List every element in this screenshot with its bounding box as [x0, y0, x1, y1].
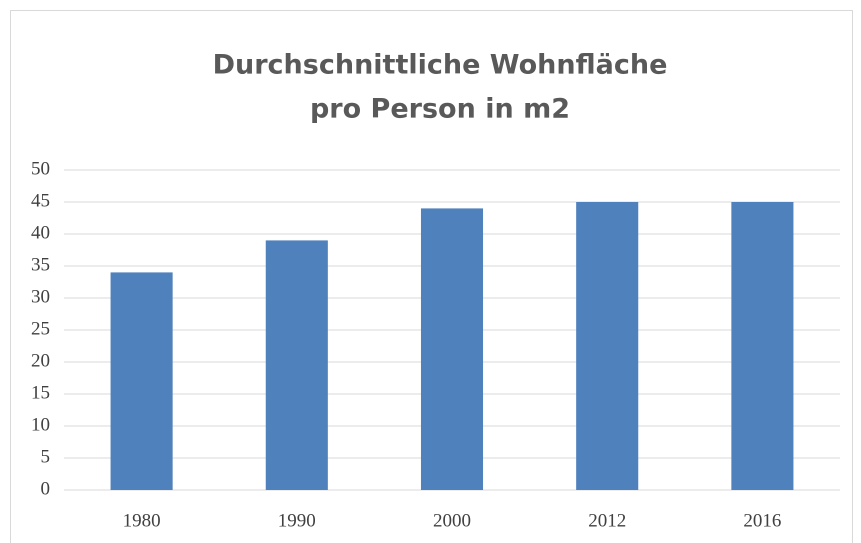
y-tick-label: 25: [31, 318, 50, 339]
x-tick-label: 2012: [588, 510, 626, 531]
bar: [265, 240, 328, 490]
y-tick-label: 20: [31, 350, 50, 371]
y-tick-label: 10: [31, 414, 50, 435]
bar: [110, 272, 173, 490]
x-tick-label: 2016: [743, 510, 781, 531]
x-tick-label: 2000: [433, 510, 471, 531]
x-tick-label: 1990: [278, 510, 316, 531]
y-tick-label: 15: [31, 382, 50, 403]
bar: [731, 202, 794, 490]
y-tick-label: 5: [41, 446, 51, 467]
y-tick-label: 45: [31, 190, 50, 211]
y-tick-label: 50: [31, 158, 50, 179]
bar: [420, 208, 484, 490]
x-tick-label: 1980: [123, 510, 161, 531]
chart-title: Durchschnittliche Wohnfläche: [213, 50, 668, 81]
y-tick-label: 40: [31, 222, 50, 243]
chart-title: pro Person in m2: [310, 94, 570, 125]
y-tick-label: 30: [31, 286, 50, 307]
bar: [576, 202, 639, 490]
y-tick-label: 0: [41, 478, 51, 499]
y-tick-label: 35: [31, 254, 50, 275]
